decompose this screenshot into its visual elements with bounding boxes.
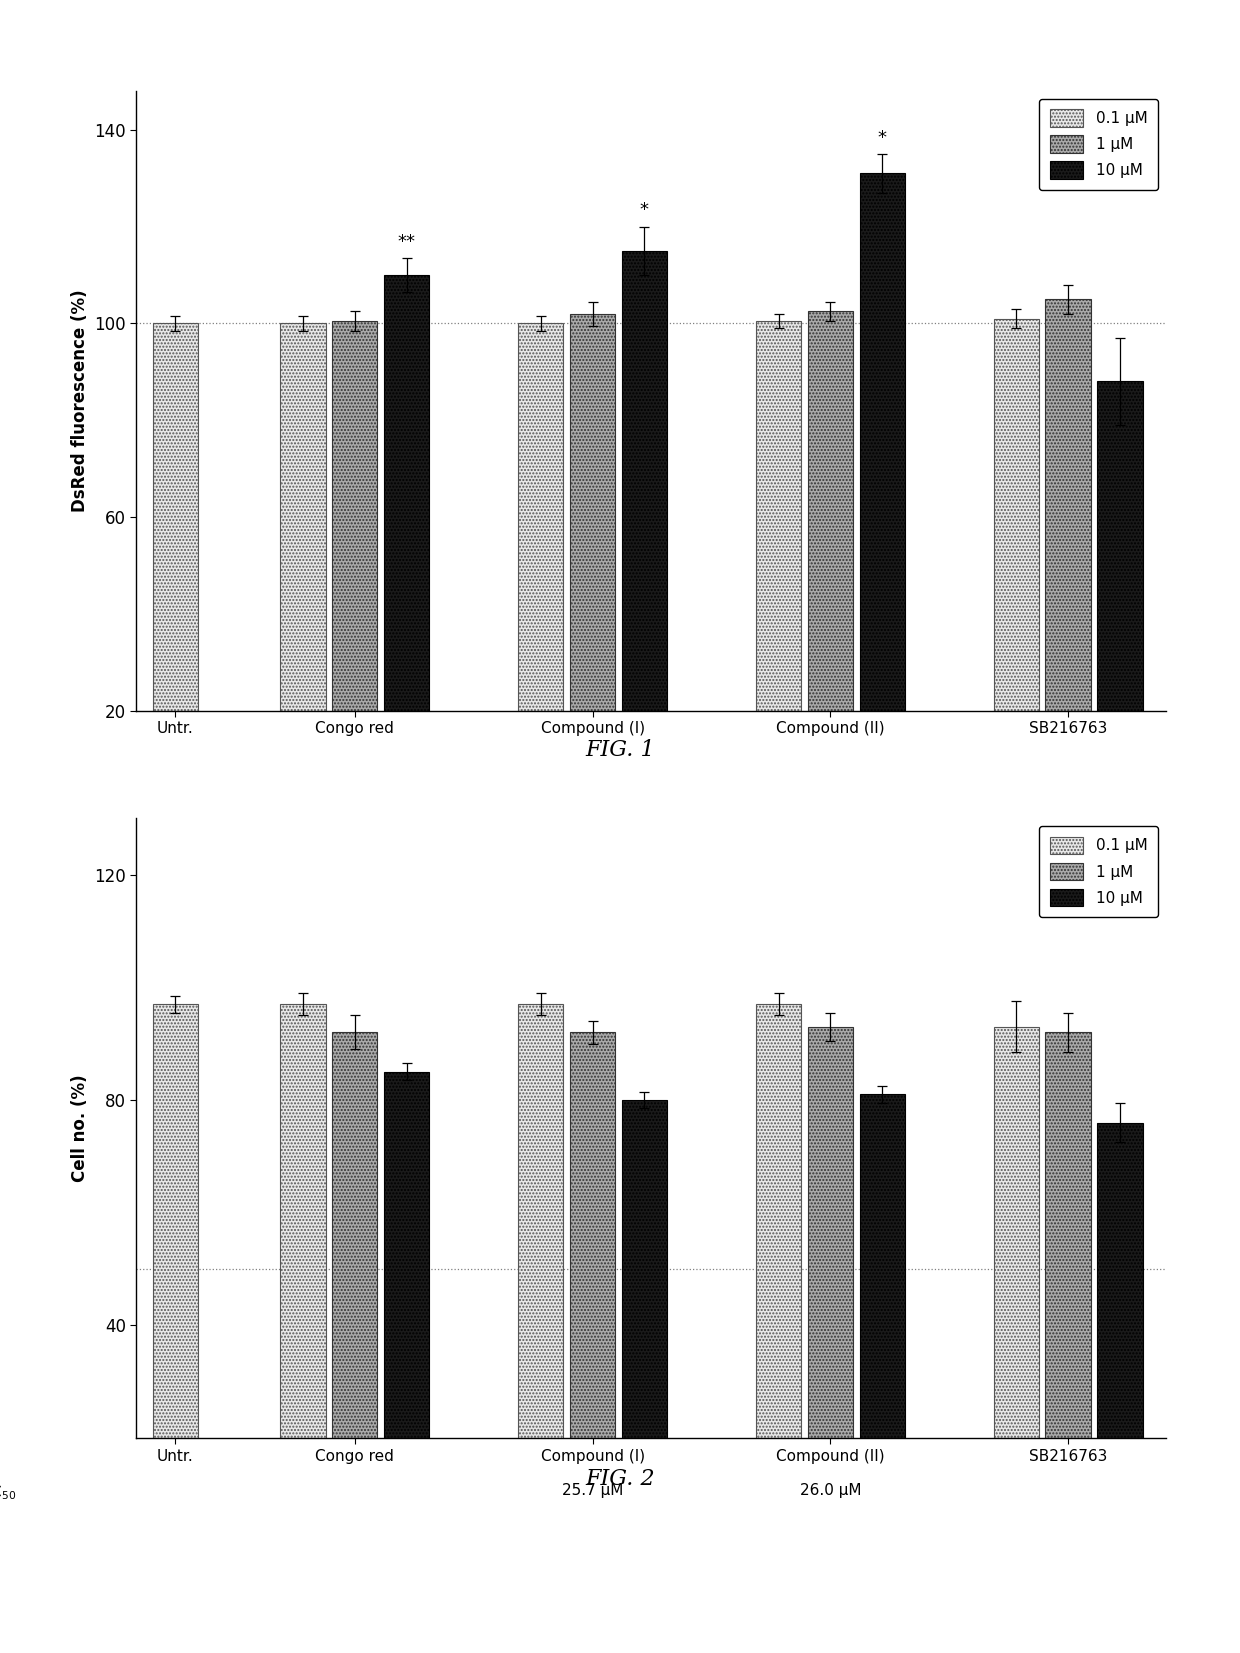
Bar (153, 1003, 198, 1438)
Text: *: * (878, 129, 887, 147)
Bar (280, 1003, 326, 1438)
Text: FIG. 1: FIG. 1 (585, 739, 655, 760)
Bar (756, 1003, 801, 1438)
Text: 25.7 μM: 25.7 μM (562, 1483, 624, 1498)
Bar (332, 321, 377, 711)
Bar (280, 324, 326, 711)
Bar (859, 1094, 905, 1438)
Bar (993, 319, 1039, 711)
Bar (518, 324, 563, 711)
Legend: 0.1 μM, 1 μM, 10 μM: 0.1 μM, 1 μM, 10 μM (1039, 826, 1158, 917)
Bar (993, 1027, 1039, 1438)
Text: *: * (640, 202, 649, 220)
Bar (1045, 299, 1091, 711)
Y-axis label: DsRed fluorescence (%): DsRed fluorescence (%) (71, 289, 89, 512)
Bar (384, 274, 429, 711)
Legend: 0.1 μM, 1 μM, 10 μM: 0.1 μM, 1 μM, 10 μM (1039, 99, 1158, 190)
Bar (859, 174, 905, 711)
Bar (570, 314, 615, 711)
Bar (153, 324, 198, 711)
Bar (384, 1071, 429, 1438)
Bar (1097, 382, 1142, 711)
Bar (332, 1033, 377, 1438)
Text: 26.0 μM: 26.0 μM (800, 1483, 861, 1498)
Y-axis label: Cell no. (%): Cell no. (%) (71, 1074, 89, 1182)
Bar (1097, 1122, 1142, 1438)
Bar (570, 1033, 615, 1438)
Bar (518, 1003, 563, 1438)
Bar (1045, 1033, 1091, 1438)
Text: FIG. 2: FIG. 2 (585, 1468, 655, 1489)
Bar (621, 1099, 667, 1438)
Bar (807, 1027, 853, 1438)
Text: IC$_{50}$: IC$_{50}$ (0, 1483, 16, 1503)
Bar (756, 321, 801, 711)
Bar (621, 251, 667, 711)
Text: **: ** (398, 233, 415, 251)
Bar (807, 311, 853, 711)
